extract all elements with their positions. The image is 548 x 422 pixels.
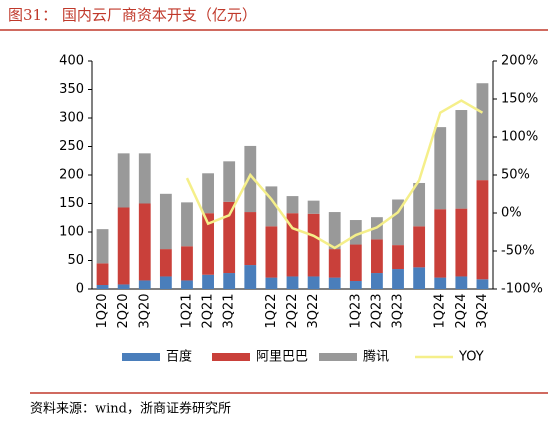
bar bbox=[265, 186, 278, 227]
x-tick-label: 2Q20 bbox=[116, 293, 131, 328]
bar bbox=[265, 277, 278, 289]
x-tick-label: 1Q22 bbox=[264, 293, 279, 328]
bar bbox=[181, 202, 193, 247]
bar bbox=[476, 83, 489, 181]
bar bbox=[202, 274, 214, 289]
bar bbox=[138, 280, 151, 289]
bar bbox=[349, 244, 362, 282]
legend-swatch bbox=[212, 353, 250, 361]
bar bbox=[371, 273, 383, 289]
bar bbox=[307, 276, 320, 289]
y2-tick-label: 200% bbox=[501, 54, 538, 69]
y2-tick-label: 50% bbox=[501, 168, 530, 183]
y2-tick-label: 0% bbox=[501, 206, 522, 221]
bar bbox=[117, 207, 130, 285]
y2-tick-label: 100% bbox=[501, 130, 538, 145]
bar bbox=[202, 173, 214, 214]
bar bbox=[159, 193, 172, 250]
bar bbox=[392, 245, 404, 270]
bar bbox=[307, 213, 320, 277]
x-tick-label: 2Q21 bbox=[201, 293, 216, 328]
bar bbox=[286, 213, 299, 277]
bar bbox=[159, 249, 172, 277]
bar bbox=[117, 153, 130, 208]
bar bbox=[434, 277, 447, 289]
legend-label: 阿里巴巴 bbox=[256, 350, 308, 365]
bar bbox=[413, 182, 426, 227]
bar bbox=[138, 153, 151, 204]
bar bbox=[413, 226, 426, 268]
bar bbox=[476, 180, 489, 280]
bar bbox=[223, 161, 236, 202]
bar bbox=[392, 199, 404, 246]
y-tick-label: 50 bbox=[67, 253, 84, 268]
bar bbox=[349, 220, 362, 245]
bar bbox=[434, 127, 447, 210]
bar bbox=[286, 196, 299, 214]
y-tick-label: 0 bbox=[76, 282, 84, 297]
bar bbox=[286, 276, 299, 289]
bar bbox=[455, 208, 468, 277]
y-tick-label: 150 bbox=[59, 196, 84, 211]
bar bbox=[181, 280, 193, 289]
x-tick-label: 1Q23 bbox=[348, 293, 363, 328]
x-tick-label: 1Q20 bbox=[95, 293, 110, 328]
bar bbox=[455, 276, 468, 289]
bar bbox=[392, 269, 404, 289]
bar bbox=[328, 249, 341, 278]
bar bbox=[413, 267, 426, 289]
bar bbox=[159, 276, 172, 289]
bar bbox=[307, 200, 320, 214]
bar bbox=[434, 209, 447, 278]
bar bbox=[96, 285, 109, 289]
x-tick-label: 3Q24 bbox=[475, 293, 490, 328]
legend-label: 腾讯 bbox=[363, 349, 389, 365]
x-tick-label: 3Q20 bbox=[137, 293, 152, 328]
bar bbox=[476, 279, 489, 289]
y-tick-label: 350 bbox=[59, 82, 84, 97]
bar bbox=[223, 273, 236, 289]
bar bbox=[371, 239, 383, 274]
y2-tick-label: -50% bbox=[501, 244, 535, 259]
bar bbox=[181, 246, 193, 281]
x-tick-label: 3Q21 bbox=[222, 293, 237, 328]
bar bbox=[455, 110, 468, 209]
y-tick-label: 300 bbox=[59, 111, 84, 126]
y2-tick-label: 150% bbox=[501, 92, 538, 107]
bar bbox=[138, 203, 151, 281]
bar bbox=[349, 281, 362, 289]
y-tick-label: 200 bbox=[59, 168, 84, 183]
x-tick-label: 1Q24 bbox=[433, 293, 448, 328]
bar bbox=[328, 212, 341, 250]
y-tick-label: 400 bbox=[59, 54, 84, 69]
source: 资料来源：wind，浙商证券研究所 bbox=[30, 401, 231, 417]
x-tick-label: 2Q22 bbox=[285, 293, 300, 328]
bar bbox=[244, 145, 257, 213]
y2-tick-label: -100% bbox=[501, 282, 543, 297]
bar bbox=[96, 229, 109, 264]
bar bbox=[96, 263, 109, 286]
x-tick-label: 3Q22 bbox=[306, 293, 321, 328]
bar bbox=[223, 201, 236, 274]
bar bbox=[244, 212, 257, 266]
bar bbox=[265, 226, 278, 278]
y-tick-label: 250 bbox=[59, 139, 84, 154]
x-tick-label: 2Q23 bbox=[369, 293, 384, 328]
x-tick-label: 1Q21 bbox=[179, 293, 194, 328]
bar bbox=[328, 277, 341, 289]
x-tick-label: 2Q24 bbox=[454, 293, 469, 328]
bar bbox=[244, 265, 257, 289]
y-tick-label: 100 bbox=[59, 225, 84, 240]
legend-swatch bbox=[319, 353, 357, 361]
legend-label: YOY bbox=[458, 350, 484, 365]
bar bbox=[117, 284, 130, 289]
chart-title: 图31： 国内云厂商资本开支（亿元） bbox=[8, 6, 257, 24]
bar bbox=[202, 213, 214, 275]
line bbox=[185, 99, 484, 250]
x-tick-label: 3Q23 bbox=[391, 293, 406, 328]
legend-label: 百度 bbox=[166, 349, 192, 365]
legend-swatch bbox=[122, 353, 160, 361]
